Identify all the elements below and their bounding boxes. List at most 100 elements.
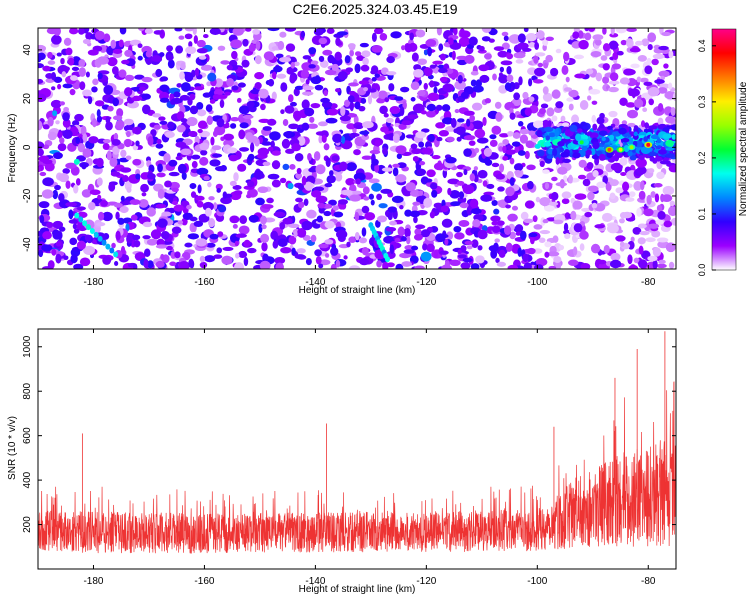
spectrogram-cell (596, 181, 607, 189)
spectrogram-cell (619, 241, 625, 248)
spectrogram-cell (331, 63, 339, 72)
spectrogram-cell (314, 84, 324, 91)
spectrogram-cell (280, 247, 292, 254)
spectrogram-cell (610, 259, 622, 269)
spectrogram-cell (121, 59, 130, 65)
spectrogram-cell (386, 71, 397, 76)
spectrogram-cell (132, 158, 142, 166)
snr-x-tick-label: -160 (194, 576, 214, 587)
spectrogram-cell (186, 116, 198, 127)
spectrogram-cell (569, 124, 578, 132)
spectrogram-cell (65, 162, 77, 169)
spectrogram-cell (208, 218, 216, 228)
spectrogram-cell (644, 65, 653, 75)
spectrogram-cell (52, 189, 59, 200)
spectrogram-cell (339, 161, 348, 172)
spectrogram-cell (491, 225, 501, 233)
spectrogram-cell (196, 167, 209, 176)
spectrogram-cell (453, 28, 458, 36)
spectrogram-cell (88, 201, 96, 211)
spectrogram-cell (89, 228, 95, 235)
spectrogram-cell (174, 251, 181, 259)
spectrogram-cell (582, 129, 587, 134)
spectrogram-cell (649, 156, 655, 162)
spectrogram-cell (376, 97, 386, 104)
spectrogram-cell (398, 123, 407, 130)
spectrogram-cell (466, 118, 471, 127)
spectrogram-cell (191, 160, 198, 169)
spectrogram-cell (113, 132, 119, 141)
spectrogram-cell (523, 28, 529, 33)
spectrogram-cell (347, 95, 355, 103)
spectrogram-cell (57, 143, 67, 152)
spectrogram-cell (204, 207, 212, 217)
spectrogram-cell (574, 73, 586, 79)
spectrogram-cell (603, 244, 610, 254)
spectrogram-cell (171, 200, 179, 206)
spectrogram-cell (588, 88, 601, 95)
spectrogram-cell (167, 207, 176, 214)
spectrogram-cell (233, 262, 245, 269)
spectrogram-cell (345, 177, 356, 186)
spectrogram-cell (347, 43, 356, 49)
spectrogram-cell (412, 201, 421, 206)
spectrogram-cell (474, 147, 480, 154)
spectrogram-cell (239, 122, 249, 129)
spectrogram-cell (591, 100, 598, 105)
spectrogram-cell (246, 100, 255, 108)
spectrogram-cell (479, 74, 490, 83)
spectrogram-cell (238, 147, 250, 152)
spectrogram-cell (404, 228, 411, 238)
spectrogram-cell (361, 246, 369, 256)
spectrogram-cell (592, 34, 604, 41)
spectrogram-cell (591, 114, 597, 123)
spectrogram-cell (168, 171, 180, 177)
spectrogram-cell (327, 54, 335, 64)
spectrogram-cell (629, 47, 641, 53)
spectrogram-cell (627, 254, 633, 265)
spectrogram-cell (313, 186, 325, 192)
spectrogram-cell (384, 97, 390, 103)
spectrogram-cell (517, 42, 529, 50)
spectrogram-cell (331, 155, 340, 162)
spectrogram-cell (654, 79, 665, 84)
spectrogram-cell (542, 169, 550, 174)
spectrogram-cell (506, 53, 514, 60)
spectrogram-cell (560, 151, 570, 158)
spectrogram-cell (38, 249, 44, 258)
spectrogram-cell (157, 188, 165, 199)
spectrogram-cell (421, 229, 431, 237)
spectrogram-cell (282, 217, 293, 225)
spectrogram-cell (70, 254, 78, 264)
spectrogram-cell (656, 204, 663, 212)
spectrogram-cell (80, 125, 87, 136)
spectrogram-cell (137, 55, 143, 61)
spectrogram-cell (58, 226, 66, 232)
spectrogram-cell (647, 32, 657, 43)
spectrogram-cell (344, 99, 350, 108)
spectrogram-cell (436, 136, 443, 142)
spectrogram-cell (55, 120, 60, 125)
spectrogram-cell (39, 215, 45, 224)
spectrogram-cell (125, 155, 132, 161)
spectrogram-cell (41, 266, 53, 269)
spectrogram-cell (413, 216, 418, 224)
spectrogram-cell (539, 196, 551, 207)
spectrogram-cell (640, 120, 646, 128)
spectrogram-cell (158, 116, 166, 121)
spectrogram-cell (170, 100, 177, 105)
spectrogram-cell (492, 73, 497, 81)
spectrogram-cell (590, 243, 601, 254)
spectrogram-cell (301, 122, 310, 131)
spectrogram-cell (502, 145, 507, 154)
spectrogram-cell (533, 248, 543, 254)
spectrogram-cell (233, 172, 239, 182)
spectrogram-cell (423, 82, 428, 90)
spectrogram-cell (189, 105, 199, 115)
spectrogram-cell (348, 82, 359, 87)
spectrogram-cell (407, 114, 419, 120)
spectrogram-cell (38, 93, 47, 103)
spectrogram-cell (138, 198, 149, 208)
spectrogram-cell (572, 31, 580, 39)
spectrogram-cell (280, 109, 285, 115)
